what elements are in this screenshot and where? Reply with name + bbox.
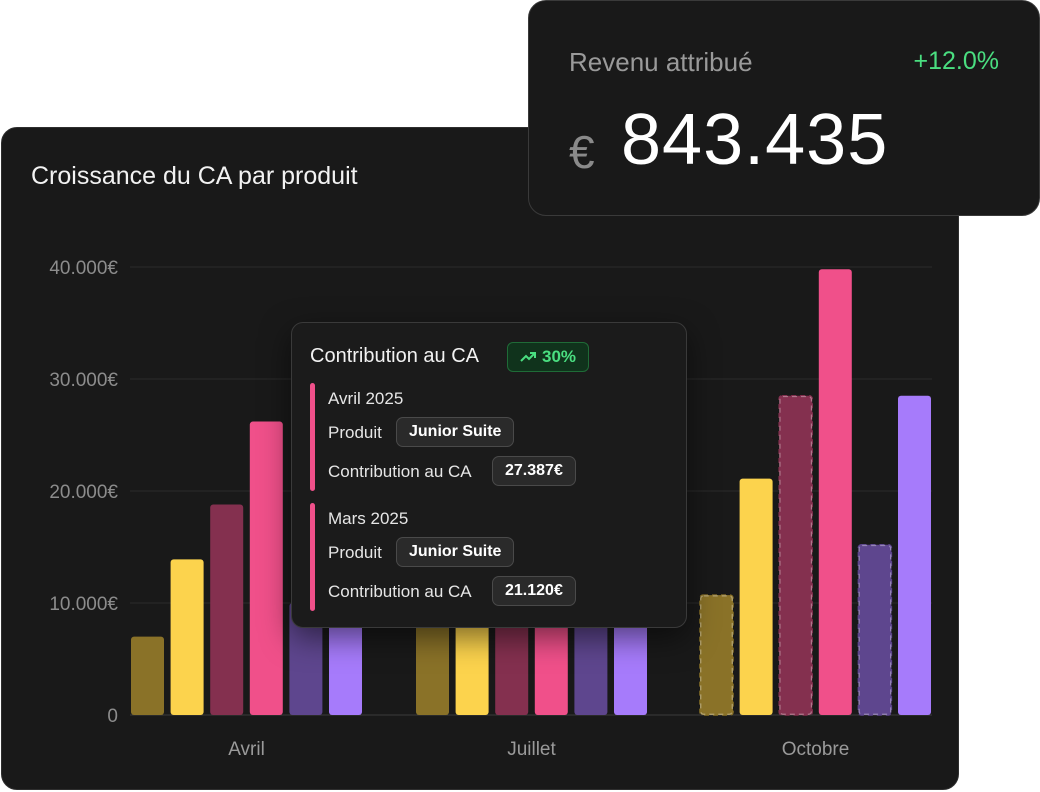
bar[interactable] (131, 636, 164, 715)
bar[interactable] (778, 395, 813, 716)
bar[interactable] (455, 614, 489, 715)
projected-bar-outline (858, 544, 892, 715)
bar[interactable] (699, 594, 734, 716)
entry-product-chip: Junior Suite (396, 417, 515, 447)
entry-contribution-chip: 27.387€ (492, 456, 576, 486)
entry-period: Mars 2025 (328, 509, 409, 528)
bar-chart: 0 10.000€ 20.000€ 30.000€ 40.000€ Avril Juille… (49, 258, 932, 760)
bar[interactable] (249, 421, 283, 715)
bar[interactable] (329, 605, 362, 715)
entry-contribution-label: Contribution au CA (328, 462, 472, 481)
bar[interactable] (739, 478, 773, 715)
tooltip-entry: Mars 2025 Produit Junior Suite Contribut… (310, 503, 670, 611)
bar[interactable] (495, 619, 529, 715)
chart-card: 0 10.000€ 20.000€ 30.000€ 40.000€ Avril Juille… (1, 127, 959, 790)
entry-product-chip: Junior Suite (396, 537, 515, 567)
chart-title: Croissance du CA par produit (31, 162, 358, 190)
bar[interactable] (857, 544, 893, 716)
bar[interactable] (416, 625, 449, 715)
kpi-currency: € (569, 126, 595, 178)
entry-contribution-chip: 21.120€ (492, 576, 576, 606)
entry-product-label: Produit (328, 543, 382, 562)
trend-up-icon (520, 352, 536, 362)
bar[interactable] (614, 625, 647, 715)
entry-color-bar (310, 383, 315, 491)
tooltip-badge-value: 30% (542, 347, 577, 366)
contribution-tooltip: Contribution au CA 30% Avril 2025 Produi… (291, 322, 687, 628)
bar[interactable] (210, 504, 244, 715)
entry-color-bar (310, 503, 315, 611)
y-tick-label: 30.000€ (49, 370, 118, 391)
entry-product-label: Produit (328, 423, 382, 442)
kpi-label: Revenu attribué (569, 47, 753, 77)
tooltip-badge: 30% (507, 342, 590, 372)
bar[interactable] (289, 603, 323, 715)
bar[interactable] (898, 395, 931, 715)
tooltip-entry: Avril 2025 Produit Junior Suite Contribu… (310, 383, 670, 491)
entry-period: Avril 2025 (328, 389, 404, 408)
bar[interactable] (574, 625, 608, 715)
y-tick-label: 10.000€ (49, 594, 118, 615)
bar[interactable] (170, 559, 204, 715)
y-tick-label: 40.000€ (49, 258, 118, 279)
projected-bar-outline (700, 595, 733, 715)
projected-bar-outline (779, 395, 813, 715)
x-tick-label: Avril (228, 739, 265, 760)
kpi-change: +12.0% (913, 47, 1000, 75)
bar[interactable] (818, 269, 852, 715)
kpi-card: Revenu attribué +12.0% € 843.435 (528, 0, 1040, 216)
kpi-value: 843.435 (621, 100, 889, 180)
x-tick-label: Juillet (507, 739, 556, 760)
y-tick-label: 0 (107, 706, 118, 727)
y-tick-label: 20.000€ (49, 482, 118, 503)
tooltip-title: Contribution au CA (310, 345, 479, 367)
entry-contribution-label: Contribution au CA (328, 582, 472, 601)
bar[interactable] (534, 619, 568, 715)
x-tick-label: Octobre (782, 739, 850, 760)
